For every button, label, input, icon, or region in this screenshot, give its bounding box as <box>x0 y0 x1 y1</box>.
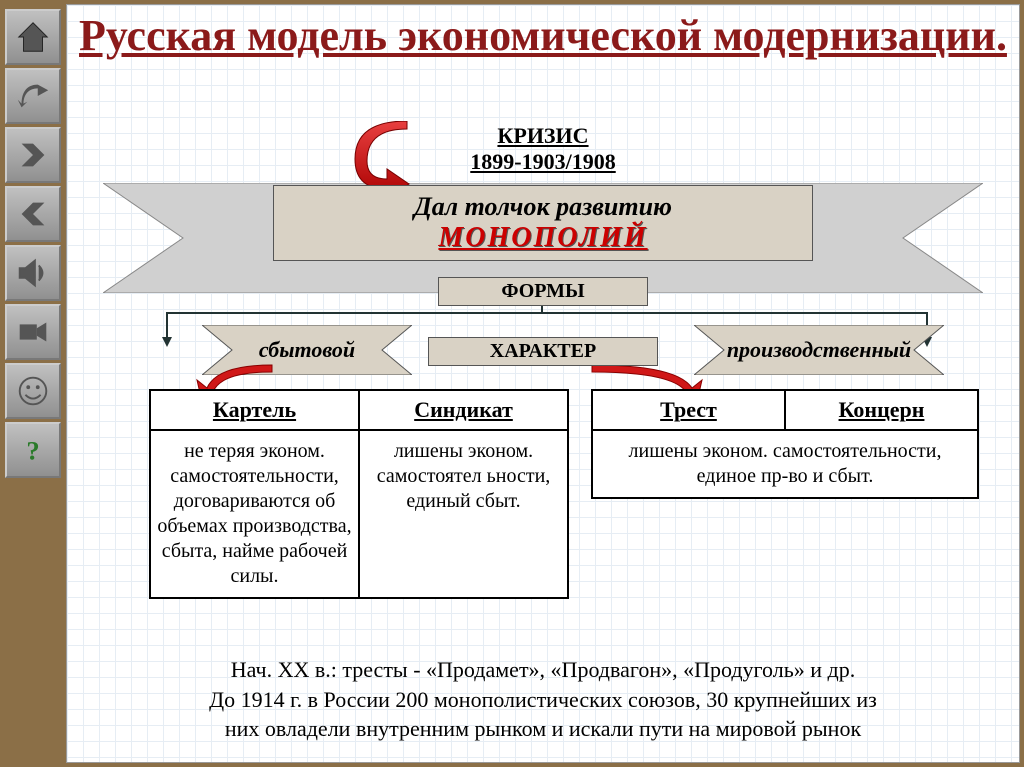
crisis-label: КРИЗИС 1899-1903/1908 <box>470 123 615 176</box>
th-syndicate: Синдикат <box>360 391 567 429</box>
nav-sidebar: ? <box>0 0 66 767</box>
proizv-label: производственный <box>694 325 944 375</box>
svg-text:?: ? <box>26 436 39 466</box>
th-concern: Концерн <box>786 391 977 429</box>
monopoly-label: МОНОПОЛИЙ <box>284 222 802 254</box>
push-line1: Дал толчок развитию <box>284 192 802 222</box>
table-right: Трест Концерн лишены эконом. самостоятел… <box>591 389 979 499</box>
character-box: ХАРАКТЕР <box>428 337 658 366</box>
push-box: Дал толчок развитию МОНОПОЛИЙ <box>273 185 813 261</box>
proizv-shape: производственный <box>694 325 944 375</box>
footer-l2: До 1914 г. в России 200 монополистически… <box>107 685 979 715</box>
return-button[interactable] <box>5 68 61 124</box>
sound-button[interactable] <box>5 245 61 301</box>
help-button[interactable]: ? <box>5 422 61 478</box>
footer-l1: Нач. ХХ в.: тресты - «Продамет», «Продва… <box>107 655 979 685</box>
next-button[interactable] <box>5 127 61 183</box>
forms-box: ФОРМЫ <box>438 277 648 306</box>
crisis-l1: КРИЗИС <box>470 123 615 149</box>
table-left: Картель Синдикат не теряя эконом. самост… <box>149 389 569 599</box>
footer-text: Нач. ХХ в.: тресты - «Продамет», «Продва… <box>107 655 979 744</box>
smile-button[interactable] <box>5 363 61 419</box>
td-right: лишены эконом. самостоятельности, единое… <box>593 431 977 497</box>
video-button[interactable] <box>5 304 61 360</box>
th-cartel: Картель <box>151 391 360 429</box>
td-cartel: не теряя эконом. самостоятельности, дого… <box>151 431 360 597</box>
td-syndicate: лишены эконом. самостоятел ьности, едины… <box>360 431 567 597</box>
presentation-frame: ? Русская модель экономической модерниза… <box>0 0 1024 767</box>
th-trust: Трест <box>593 391 786 429</box>
crisis-l2: 1899-1903/1908 <box>470 149 615 175</box>
slide-content: Русская модель экономической модернизаци… <box>66 4 1020 763</box>
footer-l3: них овладели внутренним рынком и искали … <box>107 714 979 744</box>
slide-title: Русская модель экономической модернизаци… <box>67 5 1019 68</box>
prev-button[interactable] <box>5 186 61 242</box>
home-button[interactable] <box>5 9 61 65</box>
